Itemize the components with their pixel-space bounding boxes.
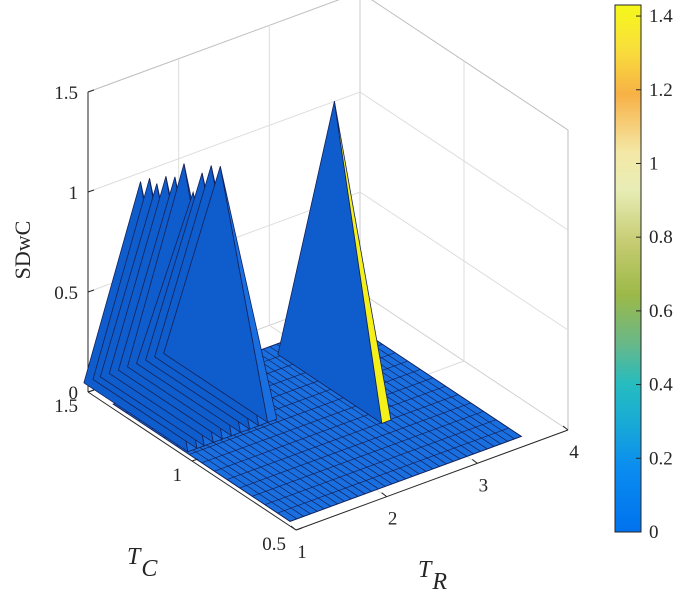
surface-mesh — [83, 101, 523, 522]
colorbar-tick-label: 0.2 — [649, 448, 673, 469]
y-tick-label: 1 — [173, 465, 183, 486]
z-tick-label: 1 — [69, 183, 79, 204]
z-tick-label: 0 — [69, 383, 79, 404]
z-tick-mark — [87, 89, 95, 93]
colorbar-tick-label: 1.2 — [649, 80, 673, 101]
colorbar: 0 0.2 0.4 0.6 0.8 1 1.2 1.4 — [614, 4, 673, 543]
colorbar-ticks: 0 0.2 0.4 0.6 0.8 1 1.2 1.4 — [636, 6, 673, 543]
mesh-line-y — [214, 385, 446, 472]
mesh-line-y — [264, 419, 497, 506]
tick-labels: 0 0.5 1 1.5 0.5 1 1.5 1 2 3 4 — [54, 83, 579, 563]
x-tick-mark — [381, 492, 387, 498]
y-axis-label-main: T — [127, 544, 142, 570]
x-axis-line — [295, 429, 569, 531]
colorbar-tick-label: 0.8 — [649, 227, 673, 248]
z-tick-label: 0.5 — [54, 283, 78, 304]
y-tick-mark — [87, 389, 95, 393]
mesh-line-y — [226, 394, 459, 480]
colorbar-tick-label: 1.4 — [649, 6, 673, 27]
y-tick-mark — [295, 527, 303, 531]
x-tick-label: 3 — [479, 475, 489, 496]
colorbar-tick-label: 0.6 — [649, 301, 673, 322]
z-tick-mark — [87, 189, 95, 193]
surface-peak — [219, 166, 278, 423]
colorbar-tick-label: 1 — [649, 153, 659, 174]
colorbar-tick-label: 0.4 — [649, 375, 673, 396]
x-tick-mark — [290, 525, 297, 531]
x-axis-label-sub: R — [431, 569, 447, 592]
x-tick-mark — [472, 458, 478, 464]
y-tick-label: 1.5 — [54, 396, 78, 417]
x-tick-mark — [562, 425, 569, 431]
x-tick-label: 2 — [388, 509, 398, 530]
y-tick-mark — [191, 458, 199, 462]
y-tick-label: 0.5 — [262, 534, 286, 555]
x-tick-label: 4 — [569, 442, 579, 463]
mesh-line-y — [201, 377, 434, 464]
x-axis-label-main: T — [418, 557, 433, 583]
z-tick-mark — [87, 289, 95, 293]
surface-peak — [334, 101, 392, 424]
colorbar-tick-label: 0 — [649, 522, 659, 543]
y-axis-label: TC — [127, 544, 158, 582]
mesh-line-y — [252, 410, 484, 497]
mesh-line-y — [277, 427, 509, 514]
x-axis-label: TR — [418, 557, 447, 592]
z-axis-label: SDwC — [10, 221, 35, 280]
colorbar-bar — [614, 4, 642, 533]
z-tick-label: 1.5 — [54, 83, 78, 104]
y-axis-label-sub: C — [141, 556, 158, 582]
mesh-line-y — [239, 402, 471, 489]
x-tick-label: 1 — [297, 542, 307, 563]
